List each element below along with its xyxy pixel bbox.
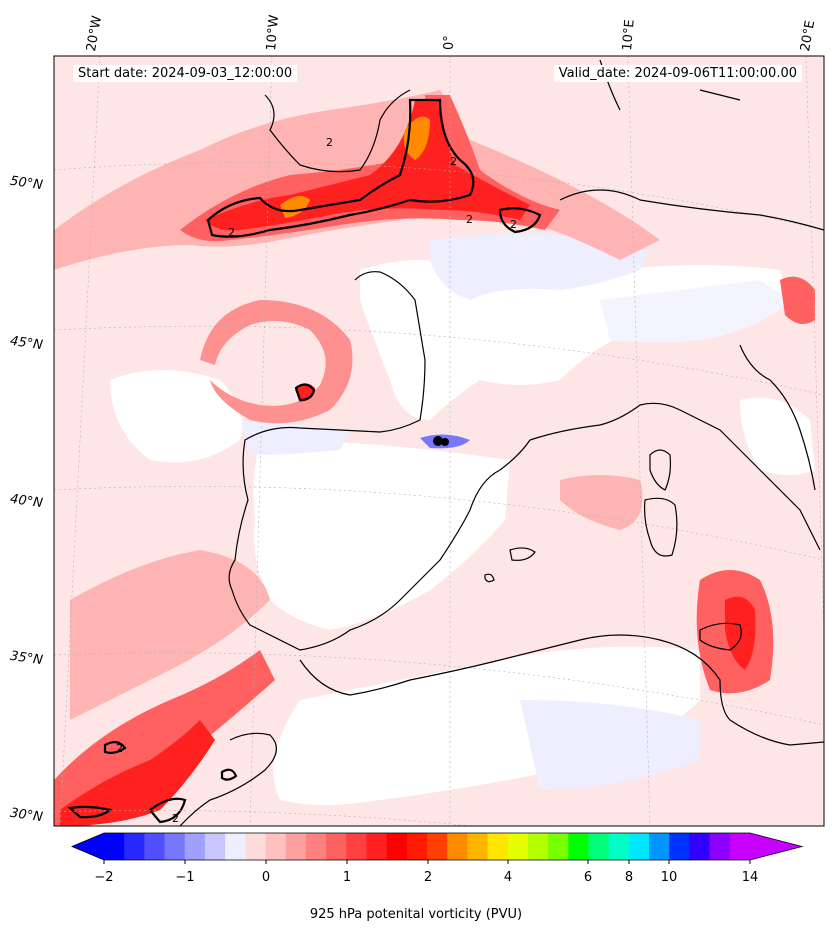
- pv-contours: [67, 98, 542, 824]
- graticule: [54, 56, 824, 826]
- colorbar-tick: 10: [660, 870, 678, 885]
- colorbar-swatch: [527, 833, 549, 860]
- colorbar-swatch: [568, 833, 589, 860]
- colorbar-swatch: [669, 833, 690, 860]
- sicily-red-core: [725, 596, 756, 670]
- colorbar-swatch: [386, 833, 408, 860]
- colorbar-swatch: [366, 833, 388, 860]
- pv-field: 2 2 2 2 2 2 2: [54, 56, 824, 826]
- morocco-red-core: [60, 720, 215, 826]
- colorbar-tick: 4: [503, 870, 513, 885]
- colorbar-swatch: [487, 833, 509, 860]
- colorbar-swatch: [427, 833, 448, 860]
- iberia-white-region: [253, 440, 511, 630]
- station-marker-2: [441, 438, 449, 446]
- france-blue-tint: [430, 233, 650, 300]
- lon-label-10w: 10°W: [264, 14, 283, 52]
- colorbar-swatch: [265, 833, 287, 860]
- alps-white-region: [600, 280, 790, 343]
- colorbar-swatch: [467, 833, 489, 860]
- colorbar-tick: 1: [342, 870, 352, 885]
- colorbar-swatch: [346, 833, 367, 860]
- valid-date-label: Valid_date: 2024-09-06T11:00:00.00: [553, 65, 802, 82]
- colorbar-swatch: [285, 833, 307, 860]
- svg-text:2: 2: [466, 213, 473, 226]
- colorbar-swatch: [507, 833, 529, 860]
- svg-text:2: 2: [172, 812, 179, 825]
- colorbar-tick: 0: [261, 870, 271, 885]
- italy-white: [740, 397, 815, 475]
- colorbar-tick: 14: [741, 870, 759, 885]
- colorbar-min-arrow: [72, 833, 104, 860]
- colorbar-tick: 6: [583, 870, 593, 885]
- colorbar-tick: −1: [175, 870, 195, 885]
- lon-label-10e: 10°E: [620, 18, 638, 52]
- colorbar: [70, 832, 804, 864]
- colorbar-swatch: [588, 833, 610, 860]
- colorbar-label: 925 hPa potenital vorticity (PVU): [309, 907, 523, 922]
- colorbar-swatch: [104, 833, 125, 860]
- colorbar-tick: 8: [624, 870, 634, 885]
- svg-text:2: 2: [510, 218, 517, 231]
- colorbar-tick: −2: [94, 870, 114, 885]
- svg-text:2: 2: [116, 742, 123, 755]
- colorbar-tick: 2: [423, 870, 433, 885]
- sahara-blue-tint: [520, 700, 700, 790]
- colorbar-swatch: [709, 833, 731, 860]
- svg-text:2: 2: [228, 226, 235, 239]
- colorbar-max-arrow: [750, 833, 802, 860]
- colorbar-swatch: [608, 833, 630, 860]
- contour-labels: 2 2 2 2 2 2 2: [116, 136, 517, 825]
- coastlines: [179, 59, 824, 826]
- north-africa-white-region: [273, 646, 700, 805]
- start-date-label: Start date: 2024-09-03_12:00:00: [73, 65, 298, 82]
- atlantic-red-streak: [70, 550, 270, 720]
- colorbar-swatch: [447, 833, 468, 860]
- lon-label-0: 0°: [442, 35, 457, 50]
- colorbar-swatch: [406, 833, 428, 860]
- colorbar-swatch: [204, 833, 226, 860]
- colorbar-swatch: [124, 833, 145, 860]
- east-atlantic-white: [110, 370, 243, 463]
- colorbar-swatch: [144, 833, 166, 860]
- colorbar-swatch: [225, 833, 246, 860]
- colorbar-swatch: [245, 833, 266, 860]
- northern-red-strong: [205, 100, 530, 231]
- balearic-red: [560, 475, 643, 530]
- colorbar-swatch: [326, 833, 347, 860]
- colorbar-swatch: [305, 833, 327, 860]
- plot-frame: [53, 55, 825, 827]
- colorbar-swatch: [164, 833, 186, 860]
- colorbar-swatch: [548, 833, 569, 860]
- colorbar-swatch: [689, 833, 711, 860]
- colorbar-swatch: [628, 833, 650, 860]
- station-marker: [433, 436, 443, 446]
- colorbar-swatch: [649, 833, 670, 860]
- adriatic-red: [780, 276, 815, 324]
- colorbar-swatch: [184, 833, 206, 860]
- northern-orange-core: [280, 116, 430, 218]
- colorbar-swatch: [729, 833, 751, 860]
- svg-text:2: 2: [450, 155, 457, 168]
- svg-text:2: 2: [326, 136, 333, 149]
